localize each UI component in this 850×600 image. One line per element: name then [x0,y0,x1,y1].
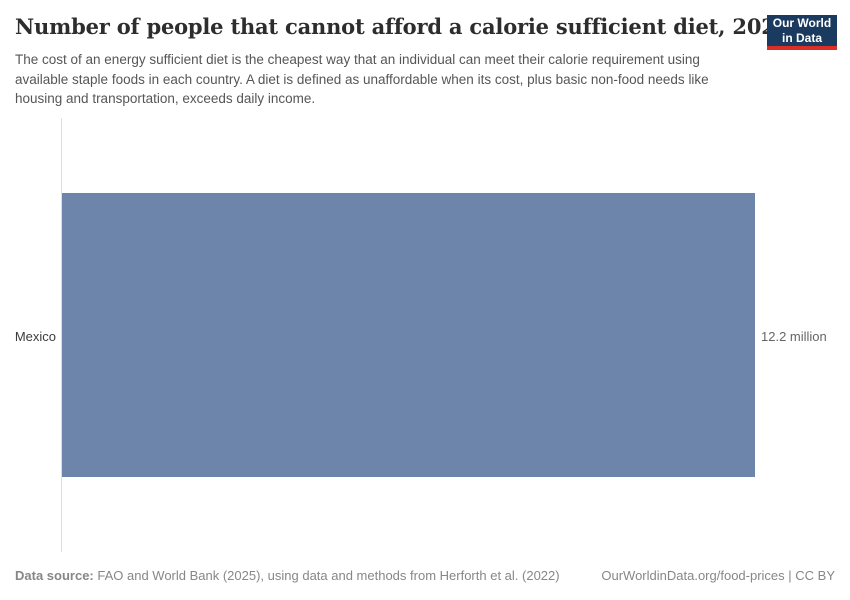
chart-title: Number of people that cannot afford a ca… [15,14,791,39]
data-source: Data source: FAO and World Bank (2025), … [15,568,560,583]
logo-line-2: in Data [781,30,822,45]
y-axis-line [61,118,62,552]
chart-subtitle: The cost of an energy sufficient diet is… [15,52,709,106]
entity-label-mexico: Mexico [14,329,56,344]
logo-line-1: Our World [772,15,832,30]
bar-mexico[interactable] [62,193,755,477]
owid-logo: Our World in Data [767,15,837,50]
owid-url-license-link[interactable]: OurWorldinData.org/food-prices | CC BY [601,568,835,583]
value-label-mexico: 12.2 million [761,329,827,344]
data-source-text: FAO and World Bank (2025), using data an… [93,568,560,583]
data-source-label: Data source: [15,568,94,583]
chart-footer: Data source: FAO and World Bank (2025), … [15,568,835,583]
